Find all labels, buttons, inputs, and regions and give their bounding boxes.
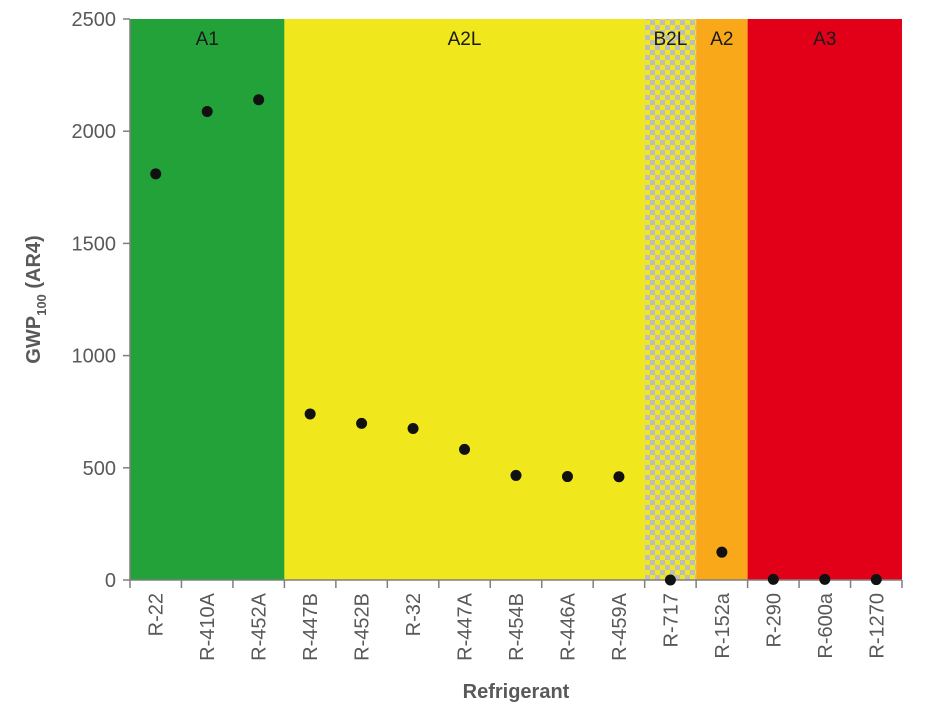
band-label-a1: A1 bbox=[196, 29, 219, 50]
x-tick-label-r-452a: R-452A bbox=[249, 592, 271, 660]
y-tick-label: 2000 bbox=[72, 121, 117, 143]
y-axis-title: GWP100 (AR4) bbox=[23, 235, 49, 363]
point-r-459a bbox=[613, 471, 625, 483]
point-r-454b bbox=[510, 469, 522, 481]
x-tick-label-r-446a: R-446A bbox=[557, 592, 579, 660]
x-tick-label-r-447b: R-447B bbox=[300, 593, 322, 661]
band-label-b2l: B2L bbox=[653, 29, 687, 50]
band-label-a2l: A2L bbox=[448, 29, 482, 50]
point-r-447a bbox=[459, 443, 471, 455]
x-tick-label-r-1270: R-1270 bbox=[866, 593, 888, 659]
x-tick-label-r-32: R-32 bbox=[403, 593, 425, 636]
point-r-32 bbox=[407, 423, 419, 435]
x-tick-label-r-452b: R-452B bbox=[352, 593, 374, 661]
point-r-152a bbox=[716, 546, 728, 558]
x-tick-label-r-600a: R-600a bbox=[815, 592, 837, 658]
point-r-22 bbox=[150, 168, 162, 180]
hazard-class-bands: A1 A2L B2L A2 A3 bbox=[130, 19, 902, 580]
point-r-452b bbox=[356, 417, 368, 429]
x-tick-label-r-717: R-717 bbox=[660, 593, 682, 647]
x-axis-title: Refrigerant bbox=[463, 681, 570, 703]
x-tick-label-r-152a: R-152a bbox=[712, 592, 734, 658]
point-r-410a bbox=[201, 105, 213, 117]
band-b2l bbox=[644, 19, 697, 580]
point-r-452a bbox=[253, 94, 265, 106]
band-label-a3: A3 bbox=[813, 29, 836, 50]
tick-labels: 0 500 1000 1500 2000 2500 R-22 R-410A R-452A R-44… bbox=[72, 9, 889, 661]
band-a3 bbox=[747, 19, 902, 580]
point-r-1270 bbox=[870, 574, 882, 586]
y-tick-label: 500 bbox=[83, 458, 116, 480]
y-tick-label: 1500 bbox=[72, 233, 117, 255]
y-tick-label: 0 bbox=[105, 570, 116, 592]
y-tick-label: 2500 bbox=[72, 9, 117, 31]
point-r-600a bbox=[819, 573, 831, 585]
data-points bbox=[150, 94, 882, 586]
point-r-446a bbox=[561, 471, 573, 483]
x-tick-label-r-22: R-22 bbox=[146, 593, 168, 636]
band-a2 bbox=[696, 19, 748, 580]
band-label-a2: A2 bbox=[710, 29, 733, 50]
x-tick-label-r-447a: R-447A bbox=[455, 592, 477, 660]
y-axis-title-subscript: 100 bbox=[34, 294, 49, 316]
x-tick-label-r-459a: R-459A bbox=[609, 592, 631, 660]
band-a2l bbox=[284, 19, 645, 580]
point-r-717 bbox=[664, 574, 676, 586]
y-axis-title-suffix: (AR4) bbox=[23, 235, 45, 294]
x-tick-label-r-410a: R-410A bbox=[197, 592, 219, 660]
x-tick-label-r-290: R-290 bbox=[763, 593, 785, 647]
point-r-447b bbox=[304, 408, 316, 420]
y-tick-label: 1000 bbox=[72, 346, 117, 368]
point-r-290 bbox=[767, 573, 779, 585]
x-tick-label-r-454b: R-454B bbox=[506, 593, 528, 661]
y-axis-title-main: GWP bbox=[23, 316, 45, 364]
